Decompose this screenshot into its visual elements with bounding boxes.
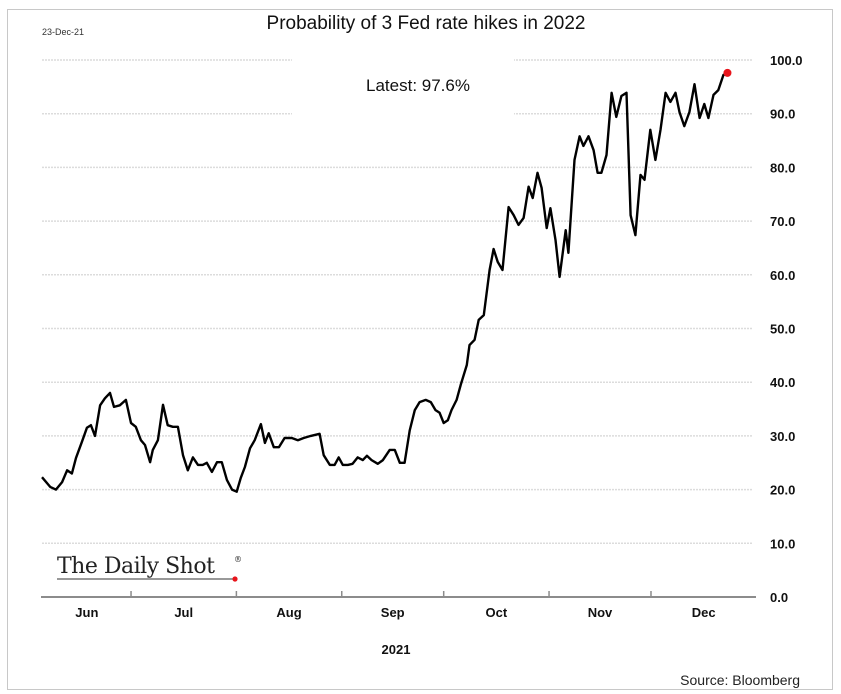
y-tick-label: 20.0 xyxy=(770,483,795,498)
x-tick-label: Jun xyxy=(75,605,98,620)
x-axis-ticks: Jun Jul Aug Sep Oct Nov Dec xyxy=(75,591,716,620)
chart-title: Probability of 3 Fed rate hikes in 2022 xyxy=(267,13,586,34)
x-tick-label: Jul xyxy=(174,605,193,620)
x-tick-label: Nov xyxy=(588,605,613,620)
source-note: Source: Bloomberg xyxy=(680,672,800,688)
y-tick-label: 70.0 xyxy=(770,214,795,229)
y-tick-label: 30.0 xyxy=(770,429,795,444)
y-tick-label: 100.0 xyxy=(770,53,803,68)
y-tick-label: 90.0 xyxy=(770,107,795,122)
x-tick-label: Aug xyxy=(276,605,301,620)
y-tick-label: 40.0 xyxy=(770,375,795,390)
x-axis-label: 2021 xyxy=(382,642,411,657)
y-tick-label: 0.0 xyxy=(770,590,788,605)
latest-annotation: Latest: 97.6% xyxy=(366,76,470,95)
x-tick-label: Dec xyxy=(692,605,716,620)
gridlines xyxy=(42,59,753,545)
x-tick-label: Sep xyxy=(381,605,405,620)
svg-text:The Daily Shot: The Daily Shot xyxy=(57,554,215,579)
series-line xyxy=(41,71,729,493)
chart-frame xyxy=(7,9,833,690)
y-tick-label: 80.0 xyxy=(770,160,795,175)
latest-point-marker xyxy=(723,68,732,77)
date-stamp: 23-Dec-21 xyxy=(42,27,84,37)
x-tick-label: Oct xyxy=(486,605,508,620)
y-tick-label: 10.0 xyxy=(770,536,795,551)
annotation-background xyxy=(292,50,514,124)
svg-text:®: ® xyxy=(234,555,242,564)
y-tick-label: 60.0 xyxy=(770,268,795,283)
y-tick-label: 50.0 xyxy=(770,322,795,337)
y-axis-ticks: 0.0 10.0 20.0 30.0 40.0 50.0 60.0 70.0 80.0 90.0 1… xyxy=(770,53,803,605)
the-daily-shot-logo: The Daily Shot ® xyxy=(57,554,242,582)
